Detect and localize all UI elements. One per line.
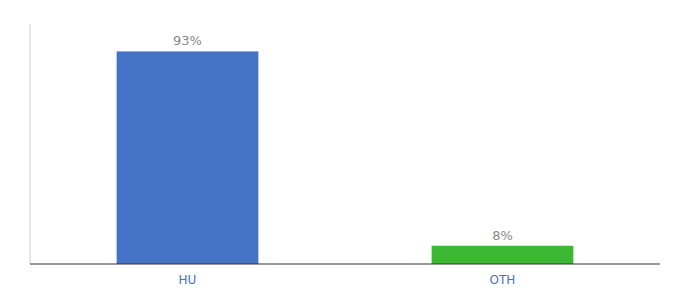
y-axis-line: [30, 24, 31, 264]
bars: [117, 51, 574, 264]
x-tick-label: HU: [179, 273, 197, 287]
x-axis-line: [30, 264, 660, 265]
chart-container: 93% 8% HU OTH: [0, 0, 680, 300]
bar: [117, 51, 259, 264]
data-label: 93%: [173, 33, 202, 48]
chart: 93% 8% HU OTH: [0, 0, 680, 300]
bar: [432, 246, 574, 264]
x-tick-label: OTH: [490, 273, 516, 287]
data-label: 8%: [492, 228, 513, 243]
